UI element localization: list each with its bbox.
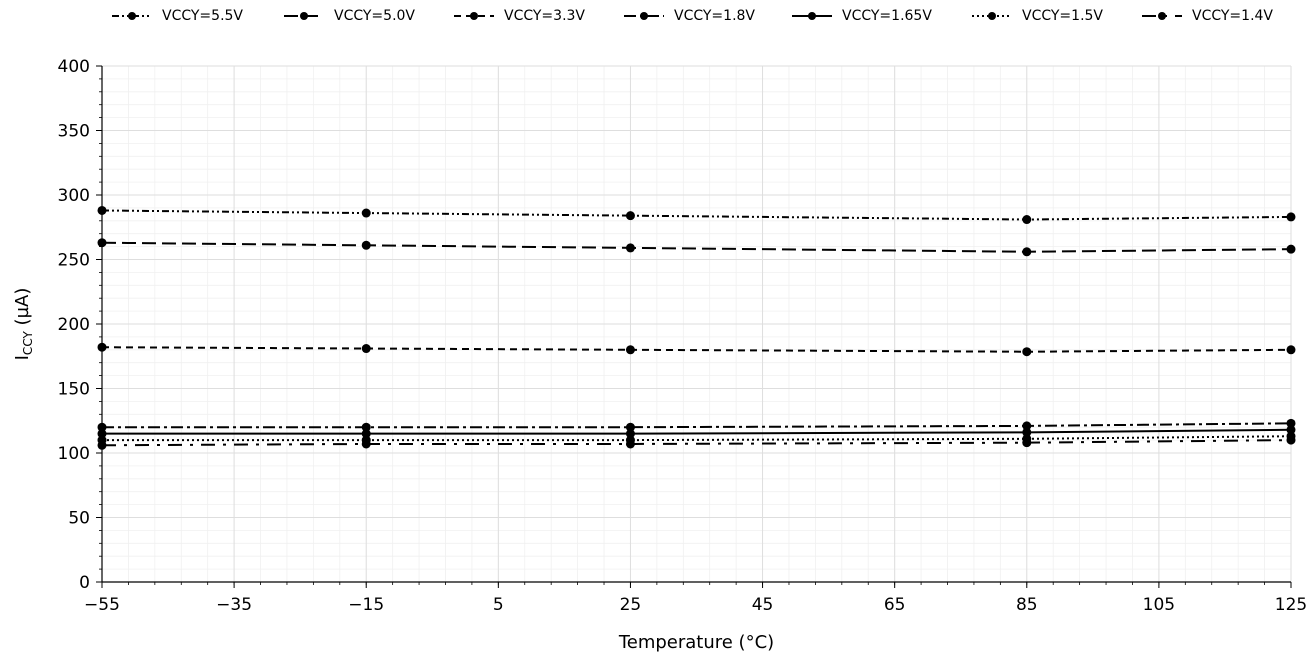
data-point: [97, 429, 107, 439]
series-3: [97, 342, 1296, 357]
data-series: [97, 205, 1296, 450]
series-line: [101, 209, 1292, 221]
series-line: [102, 422, 1292, 429]
x-tick-label: −35: [216, 595, 252, 615]
legend-item: VCCY=5.5V: [110, 8, 243, 24]
data-point: [361, 344, 371, 354]
legend-item: VCCY=1.5V: [970, 8, 1103, 24]
y-tick-label: 350: [58, 122, 90, 142]
series-1: [97, 205, 1296, 225]
data-point: [1022, 215, 1032, 225]
legend-item: VCCY=1.8V: [622, 8, 755, 24]
data-point: [625, 429, 635, 439]
data-point: [1286, 435, 1296, 445]
data-point: [1022, 247, 1032, 257]
data-point: [625, 439, 635, 449]
legend-label: VCCY=1.65V: [842, 8, 932, 24]
data-point: [1022, 347, 1032, 357]
data-point: [1286, 212, 1296, 222]
chart-legend: VCCY=5.5V VCCY=5.0V VCCY=3.3V VCCY=1.8V VCCY…: [0, 0, 1311, 40]
series-4: [97, 418, 1296, 432]
x-axis-title: Temperature (°C): [618, 632, 774, 652]
series-5: [97, 425, 1296, 439]
legend-item: VCCY=3.3V: [452, 8, 585, 24]
y-tick-label: 200: [58, 315, 90, 335]
legend-label: VCCY=1.8V: [674, 8, 756, 24]
legend-line-icon: [454, 12, 494, 20]
data-point: [1022, 427, 1032, 437]
data-point: [97, 422, 107, 432]
y-tick-label: 0: [79, 573, 90, 593]
legend-item: VCCY=1.4V: [1140, 8, 1273, 24]
x-tick-label: −55: [84, 595, 120, 615]
data-point: [1286, 418, 1296, 428]
legend-label: VCCY=1.5V: [1022, 8, 1104, 24]
legend-line-icon: [1142, 12, 1182, 20]
data-point: [625, 243, 635, 253]
x-tick-label: 5: [493, 595, 504, 615]
data-point: [1022, 438, 1032, 448]
axes: −55 −35 −15 5 25 45 65 85 105 125 0 50 100 150 200 250 3…: [58, 57, 1308, 615]
x-tick-label: 125: [1275, 595, 1307, 615]
y-tick-label: 300: [58, 186, 90, 206]
y-axis-title: ICCY (µA): [12, 288, 35, 361]
data-point: [625, 211, 635, 221]
x-tick-label: 45: [752, 595, 774, 615]
legend-line-icon: [972, 12, 1012, 20]
data-point: [625, 345, 635, 355]
data-point: [1022, 421, 1032, 431]
legend-label: VCCY=1.4V: [1192, 8, 1274, 24]
x-tick-label: −15: [348, 595, 384, 615]
y-tick-label: 250: [58, 251, 90, 271]
series-line: [102, 435, 1292, 442]
legend-label: VCCY=5.5V: [162, 8, 244, 24]
legend-item: VCCY=1.65V: [790, 8, 932, 24]
x-tick-label: 65: [884, 595, 906, 615]
data-point: [625, 422, 635, 432]
y-tick-label: 50: [68, 509, 90, 529]
legend-item: VCCY=5.0V: [282, 8, 415, 24]
series-line: [101, 241, 1292, 253]
data-point: [97, 205, 107, 215]
data-point: [361, 422, 371, 432]
x-tick-label: 25: [620, 595, 642, 615]
legend-label: VCCY=3.3V: [504, 8, 586, 24]
data-point: [361, 429, 371, 439]
legend-line-icon: [284, 12, 324, 20]
series-7: [97, 435, 1296, 450]
data-point: [361, 240, 371, 250]
x-tick-label: 105: [1143, 595, 1175, 615]
data-point: [1286, 345, 1296, 355]
data-point: [361, 439, 371, 449]
y-tick-label: 100: [58, 444, 90, 464]
legend-line-icon: [112, 12, 152, 20]
y-tick-label: 150: [58, 380, 90, 400]
data-point: [97, 238, 107, 248]
x-tick-label: 85: [1016, 595, 1038, 615]
data-point: [97, 342, 107, 352]
data-point: [1286, 244, 1296, 254]
series-line: [102, 428, 1292, 435]
legend-label: VCCY=5.0V: [334, 8, 416, 24]
y-tick-label: 400: [58, 57, 90, 77]
data-point: [361, 208, 371, 218]
major-grid: [101, 65, 1292, 583]
data-point: [97, 440, 107, 450]
legend-line-icon: [624, 12, 664, 20]
data-point: [1286, 425, 1296, 435]
series-line: [101, 439, 1292, 447]
legend-line-icon: [792, 12, 832, 20]
series-2: [97, 238, 1296, 257]
